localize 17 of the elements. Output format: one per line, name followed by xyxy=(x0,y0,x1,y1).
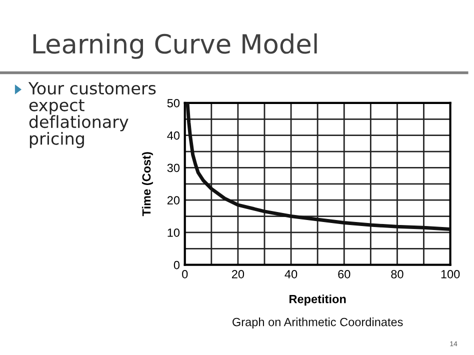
x-tick-label: 40 xyxy=(284,270,298,278)
x-tick-label: 0 xyxy=(182,270,188,278)
y-tick-label: 30 xyxy=(167,164,180,172)
x-tick-label: 80 xyxy=(391,270,404,278)
y-axis-title: Time (Cost) xyxy=(142,152,153,216)
chart-title: Learning Curve Model xyxy=(33,33,317,59)
y-tick-label: 0 xyxy=(174,260,180,270)
y-tick-label: 20 xyxy=(167,196,180,204)
y-tick-label: 40 xyxy=(167,131,180,140)
y-tick-label: 50 xyxy=(167,98,180,108)
y-tick-label: 10 xyxy=(168,228,180,237)
x-tick-label: 60 xyxy=(338,270,350,278)
x-tick-label: 20 xyxy=(232,270,244,278)
x-tick-label: 100 xyxy=(441,270,460,278)
text: Graph on Arithmetic Coordinates xyxy=(232,318,403,329)
x-axis-title: Repetition xyxy=(290,294,346,306)
text: Your customers expect deflationary pricing xyxy=(28,82,156,148)
